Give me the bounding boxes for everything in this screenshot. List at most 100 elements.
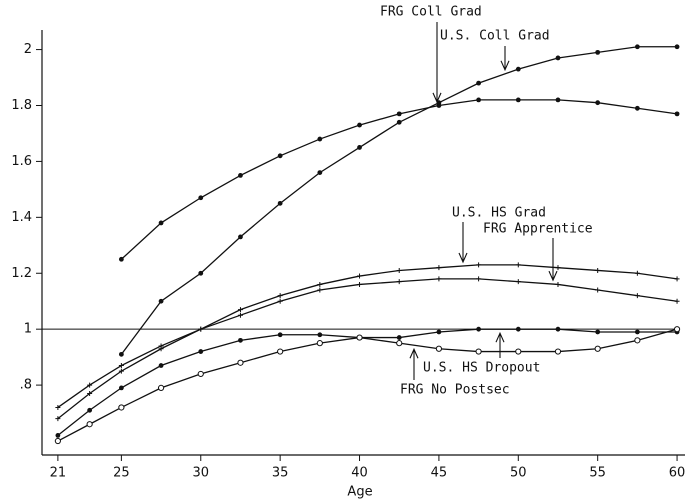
marker — [198, 349, 204, 354]
marker — [198, 326, 204, 332]
marker — [277, 200, 283, 206]
marker — [317, 287, 323, 293]
marker — [357, 122, 362, 128]
marker — [555, 281, 561, 287]
marker — [515, 262, 521, 268]
marker — [476, 97, 482, 103]
marker — [87, 407, 93, 413]
marker — [634, 293, 640, 299]
marker — [238, 337, 243, 343]
marker — [594, 345, 601, 352]
marker — [357, 145, 362, 150]
marker — [277, 293, 283, 299]
marker — [396, 119, 402, 125]
series-label: FRG Coll Grad — [380, 5, 482, 20]
marker — [515, 279, 521, 285]
marker — [674, 276, 680, 282]
series-label: FRG Apprentice — [483, 222, 593, 237]
marker — [674, 44, 680, 50]
marker — [317, 170, 323, 175]
marker — [555, 97, 561, 103]
marker — [237, 359, 244, 366]
y-tick-label: 2 — [24, 42, 32, 57]
marker — [515, 348, 522, 355]
arrow — [432, 22, 442, 104]
marker — [55, 404, 61, 410]
arrow — [548, 238, 558, 282]
x-tick-label: 35 — [272, 466, 289, 481]
series-label: U.S. HS Dropout — [423, 361, 540, 376]
marker — [476, 80, 482, 86]
marker — [634, 105, 640, 111]
marker — [595, 287, 601, 293]
marker — [555, 326, 561, 332]
x-tick-label: 50 — [510, 466, 527, 481]
marker — [317, 281, 323, 287]
y-tick-label: 1.8 — [11, 98, 32, 113]
marker — [396, 340, 403, 347]
marker — [634, 44, 640, 50]
marker — [118, 351, 124, 357]
x-tick-label: 45 — [431, 466, 448, 481]
marker — [595, 49, 601, 55]
marker — [158, 363, 164, 368]
x-axis-label: Age — [347, 485, 372, 500]
marker — [277, 348, 284, 355]
marker — [396, 267, 402, 273]
x-tick-label: 60 — [669, 466, 686, 481]
marker — [595, 329, 601, 335]
marker — [238, 172, 243, 178]
marker — [357, 273, 363, 279]
y-tick-label: 1.6 — [11, 154, 32, 169]
y-tick-label: .8 — [20, 378, 32, 393]
series-label: U.S. Coll Grad — [440, 29, 550, 44]
marker — [54, 437, 61, 445]
series-label: FRG No Postsec — [400, 383, 510, 398]
marker — [118, 368, 124, 374]
marker — [634, 329, 640, 335]
series-line — [57, 278, 678, 420]
y-tick-label: 1.4 — [11, 210, 32, 225]
marker — [476, 276, 482, 282]
marker — [435, 345, 443, 352]
series-line — [120, 46, 678, 355]
marker — [555, 55, 561, 61]
x-tick-label: 30 — [192, 466, 209, 481]
marker — [515, 326, 521, 332]
y-tick-label: 1 — [24, 322, 32, 337]
marker — [554, 348, 562, 355]
series-line — [57, 264, 678, 408]
marker — [277, 332, 283, 338]
marker — [118, 256, 124, 262]
marker — [277, 153, 283, 159]
marker — [157, 384, 165, 391]
marker — [436, 329, 442, 335]
x-tick-label: 21 — [50, 466, 67, 481]
marker — [158, 220, 164, 226]
marker — [87, 390, 93, 396]
marker — [198, 270, 204, 276]
arrow — [500, 46, 510, 72]
marker — [396, 111, 402, 117]
marker — [396, 335, 402, 340]
marker — [197, 370, 204, 378]
marker — [87, 382, 93, 388]
marker — [674, 111, 680, 117]
marker — [634, 337, 641, 344]
marker — [55, 433, 61, 438]
marker — [515, 97, 521, 103]
marker — [476, 262, 482, 268]
marker — [317, 332, 323, 338]
marker — [436, 265, 442, 271]
marker — [356, 334, 363, 341]
marker — [317, 136, 323, 142]
marker — [86, 421, 93, 428]
marker — [357, 281, 363, 287]
marker — [277, 298, 283, 304]
marker — [316, 340, 323, 347]
marker — [237, 307, 243, 313]
marker — [674, 298, 680, 304]
y-tick-label: 1.2 — [11, 266, 32, 281]
x-tick-label: 55 — [589, 466, 606, 481]
